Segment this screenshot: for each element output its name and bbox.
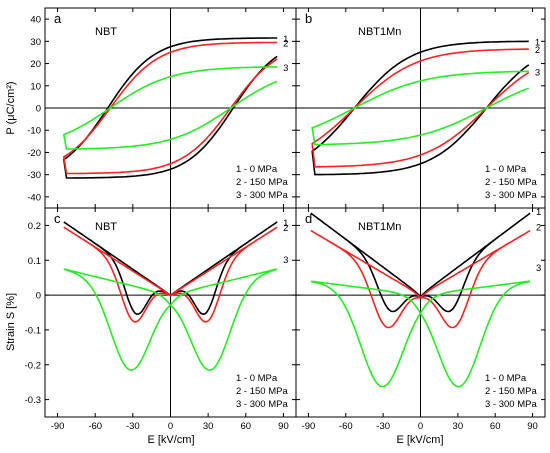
x-tick-label: -60	[339, 421, 353, 432]
legend-entry: 3 - 300 MPa	[485, 399, 537, 410]
series-1-label: 1	[283, 34, 288, 45]
x-tick-label: 30	[453, 421, 464, 432]
panel-d: -90 -60 -30 0 30 60 90 d NBT1Mn 1 2 3 1 - 0 MPa 2 - 1…	[295, 207, 546, 432]
x-tick-label: -90	[51, 421, 65, 432]
legend-entry: 2 - 150 MPa	[485, 386, 537, 397]
series-1-label: 1	[535, 37, 540, 48]
series-3-label: 3	[535, 67, 540, 78]
series-1-curve	[311, 40, 530, 176]
legend-entry: 1 - 0 MPa	[485, 164, 527, 175]
x-tick-label: 90	[527, 421, 538, 432]
legend-entry: 2 - 150 MPa	[236, 386, 288, 397]
y-axis-title-polarization: P (μC/cm²)	[5, 81, 17, 134]
legend-entry: 1 - 0 MPa	[236, 164, 278, 175]
panel-a: -40 -30 -20 -10 0 10 20 30 40 a NBT 12 3 1 - 0 MPa 2 -…	[27, 7, 297, 209]
y-tick-label: 20	[30, 59, 41, 70]
legend-entry: 3 - 300 MPa	[236, 190, 288, 201]
panel-letter: b	[305, 11, 312, 26]
x-axis-title-left: E [kV/cm]	[147, 434, 194, 446]
series-1-label: 1	[283, 218, 288, 229]
legend-entry: 3 - 300 MPa	[485, 190, 537, 201]
series-1-curve	[310, 212, 531, 313]
x-axis-title-right: E [kV/cm]	[396, 434, 443, 446]
x-tick-label: -60	[88, 421, 102, 432]
x-tick-label: 60	[490, 421, 501, 432]
panel-letter: d	[305, 211, 312, 226]
y-tick-label: -10	[27, 126, 41, 137]
y-tick-label: -20	[27, 148, 41, 159]
series-2-curve	[63, 226, 278, 323]
series-1-label: 1	[536, 207, 541, 218]
series-2-curve	[310, 229, 531, 329]
series-3-label: 3	[283, 63, 288, 74]
y-tick-label: -40	[27, 192, 41, 203]
series-3-label: 3	[536, 263, 541, 274]
panel-b: b NBT1Mn 12 3 1 - 0 MPa 2 - 150 MPa 3 - 300 MP…	[295, 7, 546, 209]
x-tick-label: -30	[376, 421, 390, 432]
y-tick-label: -0.1	[25, 325, 41, 336]
y-tick-label: 30	[30, 37, 41, 48]
series-2-label: 2	[536, 223, 541, 234]
x-tick-label: 90	[278, 421, 289, 432]
legend-entry: 1 - 0 MPa	[485, 373, 527, 384]
series-2-label: 2	[535, 45, 540, 56]
panel-title: NBT1Mn	[358, 221, 401, 233]
y-axis-title-strain: Strain S [%]	[5, 293, 17, 351]
x-tick-label: 0	[418, 421, 423, 432]
series-3-label: 3	[283, 255, 288, 266]
series-1-curve	[63, 221, 278, 315]
legend-entry: 1 - 0 MPa	[236, 373, 278, 384]
series-3-curve	[62, 66, 278, 150]
y-tick-label: -30	[27, 170, 41, 181]
series-2-curve	[311, 48, 530, 168]
legend-entry: 3 - 300 MPa	[236, 399, 288, 410]
y-tick-label: 10	[30, 81, 41, 92]
panel-letter: c	[54, 211, 61, 226]
y-tick-label: 0.1	[28, 256, 41, 267]
series-3-curve	[63, 268, 278, 372]
y-tick-label: 0.2	[28, 221, 41, 232]
panel-letter: a	[54, 11, 62, 26]
y-tick-label: -0.2	[25, 360, 41, 371]
x-tick-label: 30	[203, 421, 214, 432]
series-2-curve	[62, 41, 278, 175]
y-tick-label: 40	[30, 15, 41, 26]
panel-c: -90 -60 -30 0 30 60 90 -0.3 -0.2 -0.1 0 0.1 0.2 c NBT 1…	[25, 207, 297, 432]
series-2-label: 2	[283, 223, 288, 234]
y-tick-label: 0	[36, 104, 41, 115]
series-3-curve	[310, 280, 531, 388]
legend-entry: 2 - 150 MPa	[485, 177, 537, 188]
panel-title: NBT	[95, 26, 117, 38]
legend-entry: 2 - 150 MPa	[236, 177, 288, 188]
x-tick-label: -30	[126, 421, 140, 432]
y-tick-label: -0.3	[25, 395, 41, 406]
y-tick-label: 0	[36, 291, 41, 302]
x-tick-label: 0	[168, 421, 173, 432]
x-tick-label: -90	[302, 421, 316, 432]
panel-title: NBT1Mn	[358, 26, 401, 38]
series-3-curve	[311, 70, 530, 146]
panel-title: NBT	[95, 221, 117, 233]
series-2-label: 2	[283, 38, 288, 49]
x-tick-label: 60	[241, 421, 252, 432]
